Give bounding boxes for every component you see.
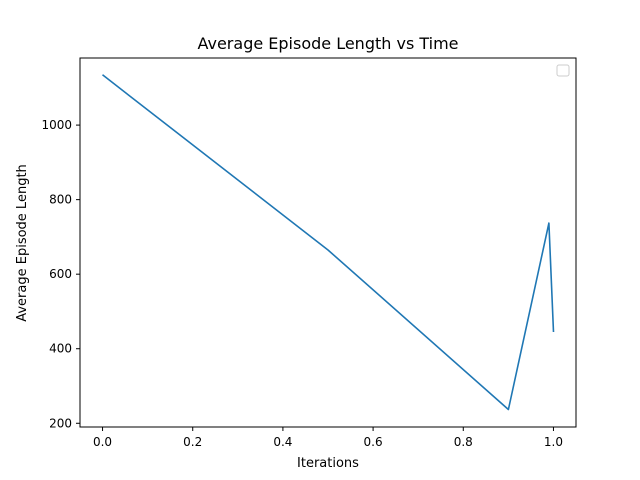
x-tick-label: 1.0	[544, 435, 563, 449]
y-tick-label: 800	[49, 193, 72, 207]
y-tick-label: 400	[49, 342, 72, 356]
chart-title: Average Episode Length vs Time	[197, 34, 458, 53]
x-tick-label: 0.2	[183, 435, 202, 449]
y-tick-label: 200	[49, 416, 72, 430]
x-tick-label: 0.0	[93, 435, 112, 449]
x-axis-label: Iterations	[297, 456, 359, 471]
x-tick-label: 0.6	[364, 435, 383, 449]
series-line	[102, 74, 555, 411]
x-tick-label: 0.8	[454, 435, 473, 449]
y-axis-ticks: 200 400 600 800 1000	[41, 118, 80, 430]
y-tick-label: 1000	[41, 118, 72, 132]
y-tick-label: 600	[49, 267, 72, 281]
x-tick-label: 0.4	[273, 435, 292, 449]
series-layer	[102, 74, 555, 411]
legend-box	[556, 64, 570, 77]
plot-frame	[79, 57, 577, 428]
y-axis-label: Average Episode Length	[15, 164, 30, 322]
x-axis-ticks: 0.0 0.2 0.4 0.6 0.8 1.0	[93, 427, 563, 449]
